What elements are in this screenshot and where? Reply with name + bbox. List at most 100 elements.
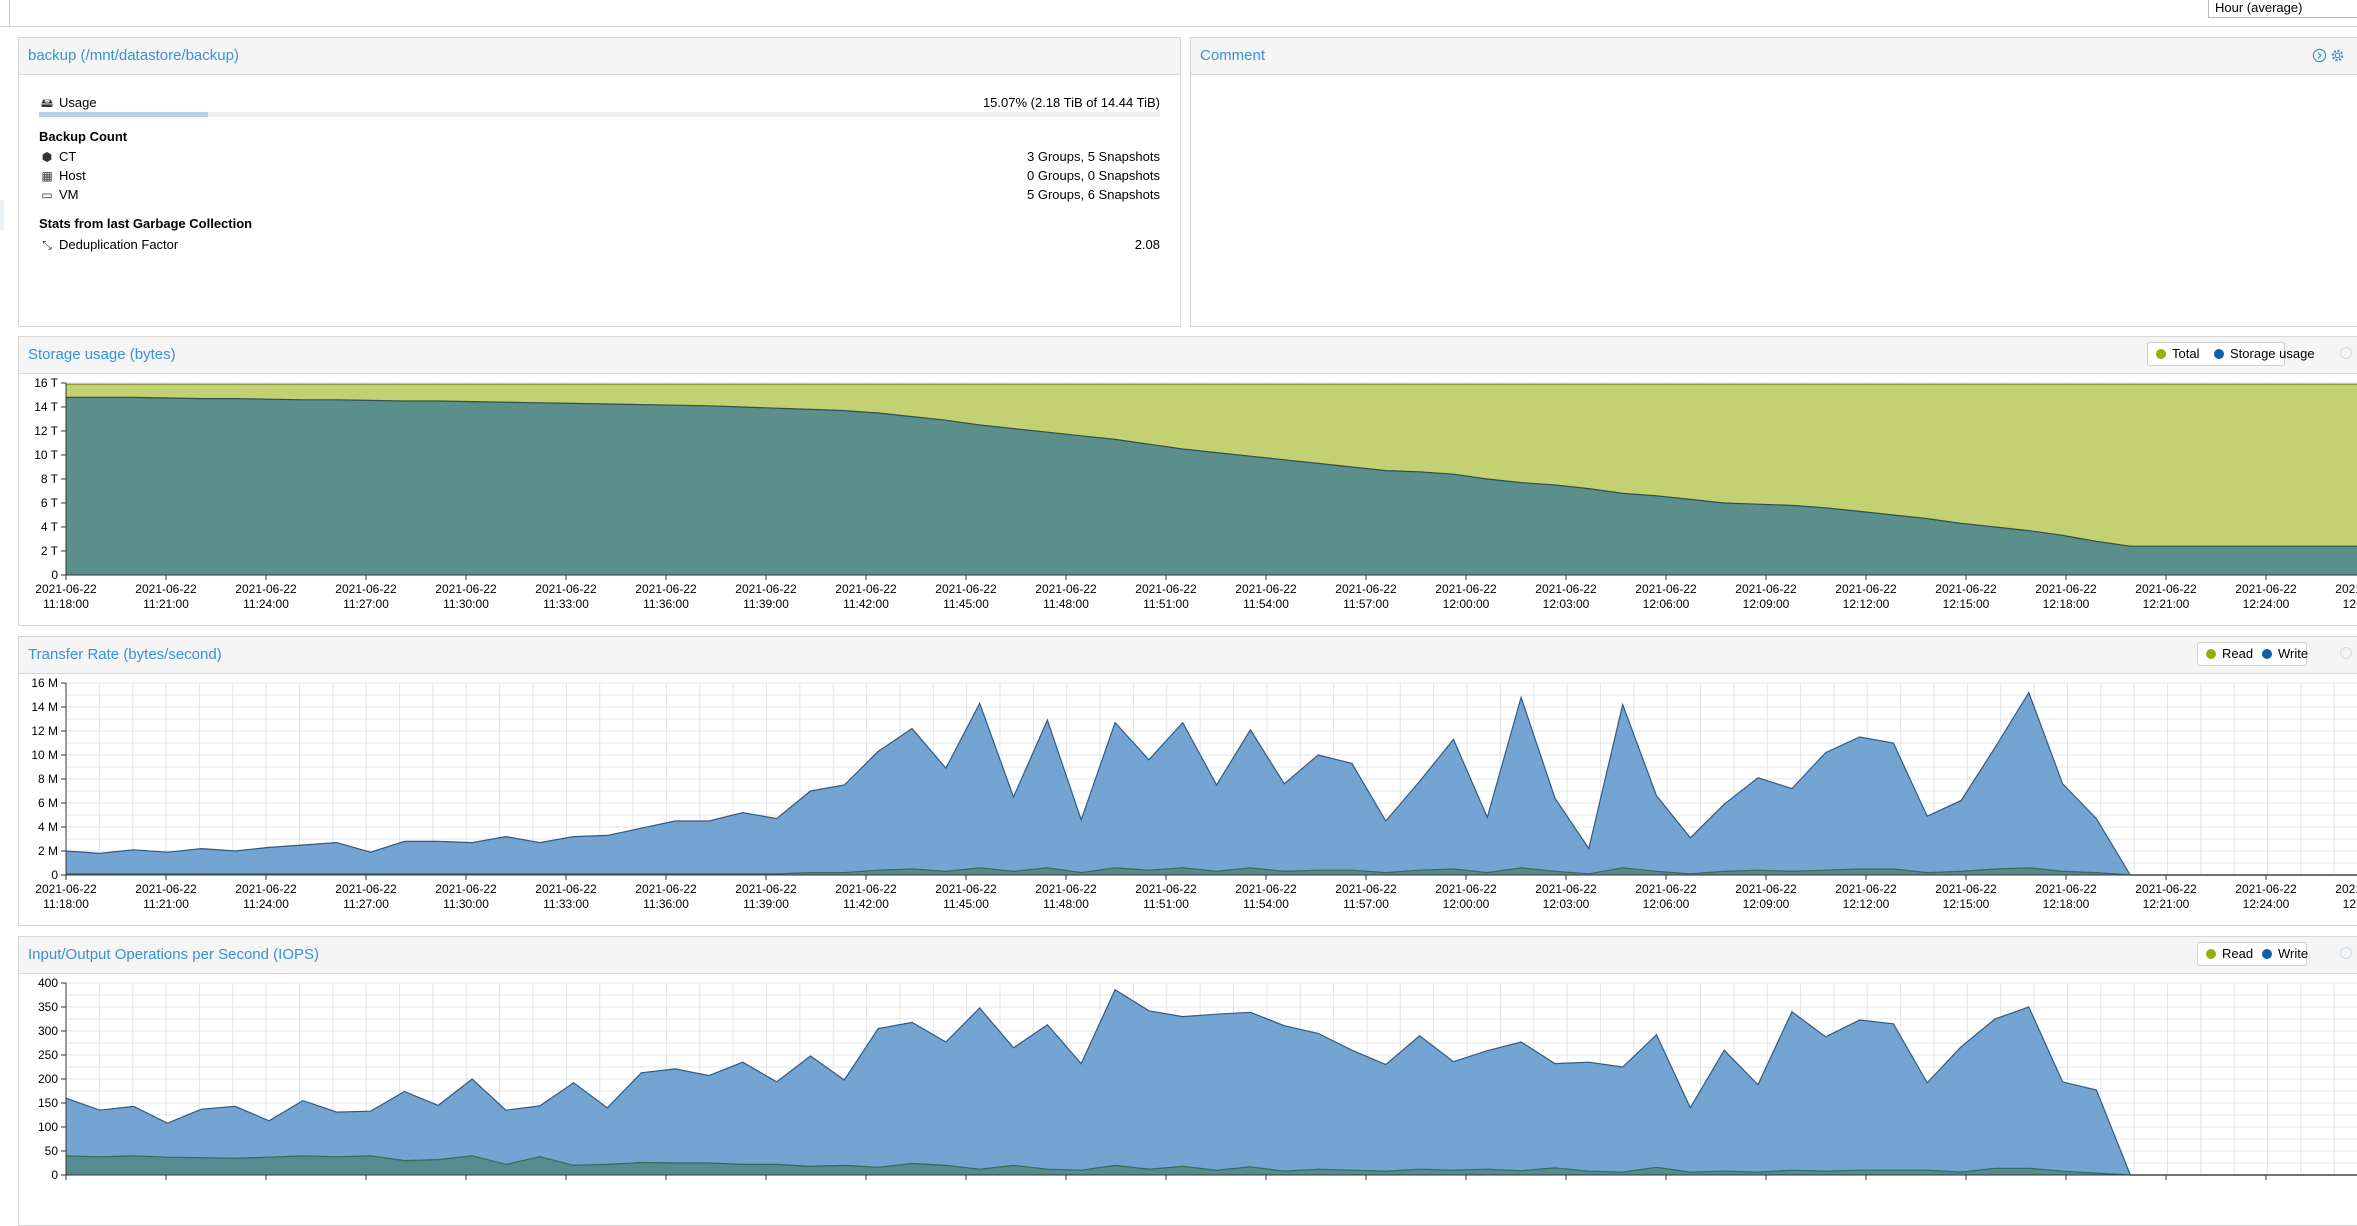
y-tick-label: 2 M	[38, 844, 58, 858]
collapse-toggle[interactable]	[2340, 947, 2352, 959]
x-tick-label-date: 2021-06-22	[935, 582, 997, 596]
chart-plot-group: 02 M4 M6 M8 M10 M12 M14 M16 M2021-06-221…	[31, 676, 2357, 911]
y-tick-label: 50	[45, 1144, 59, 1158]
x-tick-label-date: 2021-06-22	[635, 882, 697, 896]
x-tick-label-time: 12:00:00	[1443, 897, 1490, 911]
comment-panel-title: Comment	[1200, 47, 1266, 64]
x-tick-label-time: 11:24:00	[243, 897, 289, 911]
storage-usage-chart: 02 T4 T6 T8 T10 T12 T14 T16 T2021-06-221…	[34, 376, 2357, 611]
y-tick-label: 8 M	[38, 772, 58, 786]
x-tick-label-time: 12:12:00	[1843, 897, 1890, 911]
x-tick-label-time: 12:03:00	[1543, 597, 1590, 611]
usage-label: Usage	[59, 95, 97, 110]
x-tick-label-time: 11:18:00	[43, 597, 89, 611]
iops-legend: Read Write	[2197, 942, 2308, 966]
x-tick-label-date: 2021-06-22	[735, 582, 797, 596]
x-tick-label-time: 12:03:00	[1543, 897, 1590, 911]
x-tick-label-date: 2021-06-22	[1035, 882, 1097, 896]
y-tick-label: 2 T	[41, 544, 59, 558]
gc-heading: Stats from last Garbage Collection	[39, 216, 253, 231]
x-tick-label-date: 2021-06-22	[535, 882, 597, 896]
collapse-toggle[interactable]	[2340, 647, 2352, 659]
x-tick-label-time: 11:36:00	[643, 897, 689, 911]
x-tick-label-time: 11:57:00	[1343, 897, 1389, 911]
legend-item-storage-usage[interactable]: Storage usage	[2214, 343, 2315, 365]
series-line-write	[65, 988, 2357, 1176]
x-tick-label-date: 2021-06-22	[1535, 882, 1597, 896]
x-tick-label-date: 2021-06-22	[835, 582, 897, 596]
x-tick-label-date: 2021-06-22	[1435, 582, 1497, 596]
circle-arrow-icon[interactable]	[2312, 48, 2327, 63]
legend-item-write[interactable]: Write	[2262, 943, 2308, 965]
legend-swatch-storage-usage	[2214, 349, 2224, 359]
x-tick-label-date: 2021-06-22	[535, 582, 597, 596]
legend-label-total: Total	[2172, 346, 2200, 361]
transfer-rate-chart: 02 M4 M6 M8 M10 M12 M14 M16 M2021-06-221…	[31, 676, 2357, 911]
building-icon: ▦	[41, 169, 53, 183]
timeframe-select[interactable]: Hour (average)	[2208, 0, 2357, 18]
count-value-ct: 3 Groups, 5 Snapshots	[1027, 149, 1160, 164]
storage-usage-panel-header: Storage usage (bytes) Total Storage usag…	[19, 337, 2357, 374]
y-tick-label: 0	[51, 1168, 58, 1182]
legend-item-read[interactable]: Read	[2206, 943, 2253, 965]
x-tick-label-time: 12:21:00	[2143, 897, 2190, 911]
x-tick-label-date: 2021-06-22	[2135, 882, 2197, 896]
chart-plot-group: 02 T4 T6 T8 T10 T12 T14 T16 T2021-06-221…	[34, 376, 2357, 611]
summary-panel-header: backup (/mnt/datastore/backup)	[19, 38, 1180, 75]
iops-chart: 0 50 100 150 200 250 300 350 400	[38, 976, 2357, 1182]
x-tick-label-date: 2021-06-22	[935, 882, 997, 896]
x-tick-label-date: 2021-06-22	[2335, 582, 2357, 596]
iops-panel: Input/Output Operations per Second (IOPS…	[18, 936, 2357, 1226]
legend-label-read: Read	[2222, 646, 2254, 661]
dedup-row: ⤡ Deduplication Factor 2.08	[39, 236, 1160, 254]
transfer-rate-legend: Read Write	[2197, 642, 2308, 666]
count-label-host: Host	[59, 168, 86, 183]
hdd-icon: 🖴	[40, 96, 54, 110]
x-tick-label-time: 11:48:00	[1043, 897, 1089, 911]
x-tick-label-date: 2021-06-22	[435, 582, 497, 596]
count-value-host: 0 Groups, 0 Snapshots	[1027, 168, 1160, 183]
x-tick-label-time: 12:12:00	[1843, 597, 1890, 611]
y-tick-label: 10 T	[34, 448, 58, 462]
x-tick-label-time: 12:15:00	[1943, 597, 1990, 611]
usage-progress-bar	[39, 112, 1160, 117]
legend-item-total[interactable]: Total	[2156, 343, 2199, 365]
x-tick-label-date: 2021-06-22	[1735, 882, 1797, 896]
x-tick-label-time: 11:51:00	[1143, 597, 1189, 611]
x-tick-label-time: 11:21:00	[143, 597, 189, 611]
x-tick-label-date: 2021-06-22	[1735, 582, 1797, 596]
x-tick-label-date: 2021-06-22	[1135, 582, 1197, 596]
series-line-write	[65, 691, 2357, 876]
x-tick-label-time: 11:54:00	[1243, 897, 1289, 911]
x-tick-label-date: 2021-06-22	[2035, 882, 2097, 896]
summary-panel: backup (/mnt/datastore/backup) 🖴 Usage 1…	[18, 37, 1181, 327]
legend-item-read[interactable]: Read	[2206, 643, 2253, 665]
x-tick-label-date: 2021-06-22	[1835, 882, 1897, 896]
x-tick-label-date: 2021-06-22	[335, 882, 397, 896]
gear-icon[interactable]	[2330, 48, 2345, 63]
x-tick-label-date: 2021-06-22	[1935, 882, 1997, 896]
legend-label-read: Read	[2222, 946, 2254, 961]
storage-usage-panel: Storage usage (bytes) Total Storage usag…	[18, 336, 2357, 626]
x-tick-label-date: 2021-06-22	[235, 882, 297, 896]
x-tick-label-date: 2021-06-22	[2235, 582, 2297, 596]
x-tick-label-time: 11:54:00	[1243, 597, 1289, 611]
y-tick-label: 14 T	[34, 400, 58, 414]
x-tick-label-time: 12:15:00	[1943, 897, 1990, 911]
collapse-toggle[interactable]	[2340, 347, 2352, 359]
x-tick-label-date: 2021-06-22	[1035, 582, 1097, 596]
x-tick-label-time: 12:09:00	[1743, 897, 1790, 911]
x-tick-label-date: 2021-06-22	[1235, 882, 1297, 896]
series-area-read	[66, 1155, 2357, 1175]
x-tick-label-time: 11:33:00	[543, 897, 589, 911]
x-tick-label-date: 2021-06-22	[35, 882, 97, 896]
legend-swatch-write	[2262, 649, 2272, 659]
series-line-read	[66, 867, 2357, 876]
count-row-ct: ⬢ CT 3 Groups, 5 Snapshots	[39, 148, 1160, 166]
x-tick-label-time: 12:18:00	[2043, 897, 2090, 911]
x-tick-label-time: 12:00:00	[1443, 597, 1490, 611]
desktop-icon: ▭	[41, 188, 53, 202]
x-tick-label-time: 11:21:00	[143, 897, 189, 911]
x-tick-label-time: 12:24:00	[2243, 597, 2290, 611]
legend-item-write[interactable]: Write	[2262, 643, 2308, 665]
